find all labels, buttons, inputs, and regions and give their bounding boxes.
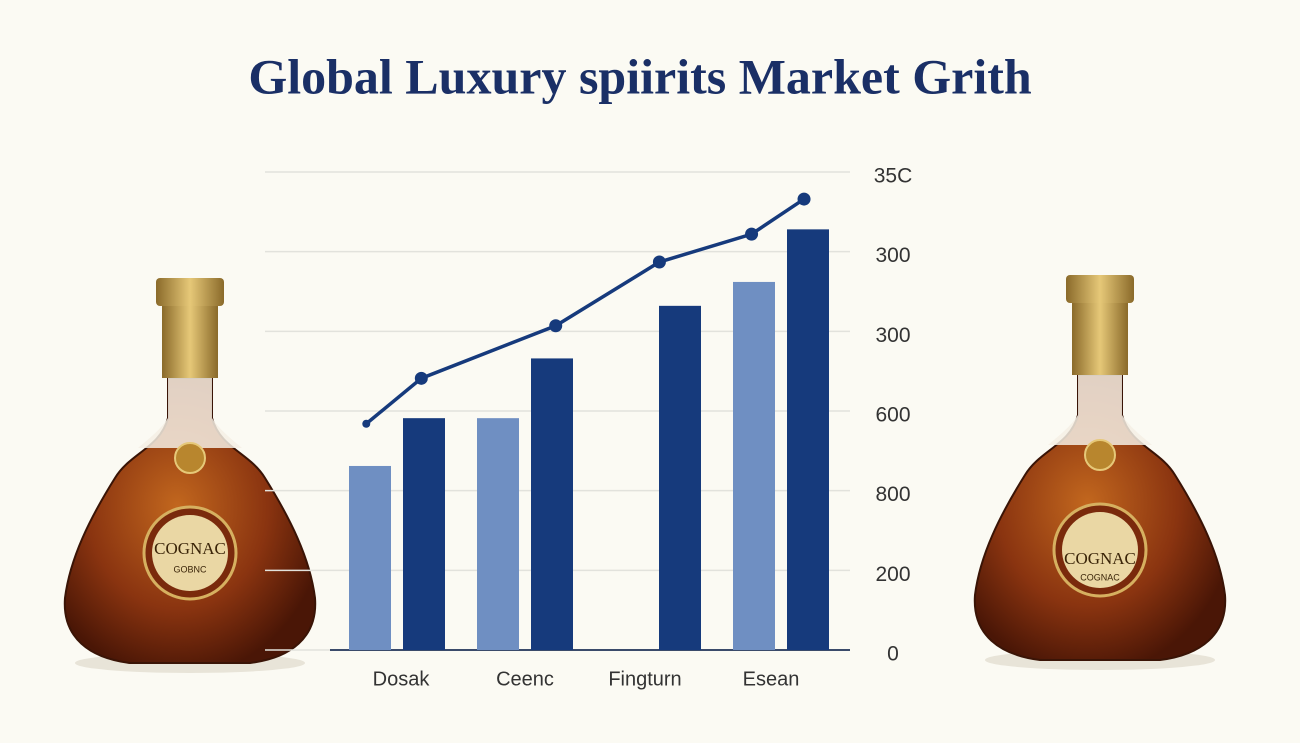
trend-point [362,419,371,428]
trend-point [652,255,666,269]
bar [477,418,519,650]
bar [403,418,445,650]
y-tick-label: 800 [875,483,910,506]
x-tick-label: Fingturn [608,668,681,690]
y-tick-label: 300 [875,324,910,347]
bottle-sublabel: GOBNC [173,564,207,574]
y-tick-label: 200 [875,563,910,586]
trend-point [797,192,811,206]
bar [531,358,573,650]
y-tick-label: 300 [875,244,910,267]
bottle-right: COGNAC COGNAC [973,273,1227,672]
trend-point [414,371,428,385]
bar [787,229,829,651]
trend-point [549,319,563,333]
bottle-sublabel: COGNAC [1080,572,1120,582]
trend-point [745,227,759,241]
bar [349,465,391,650]
bottle-label: COGNAC [1064,549,1136,568]
x-tick-label: Dosak [373,668,431,690]
chart-title: Global Luxury spiirits Market Grith [248,48,1032,104]
trend-line [365,197,806,426]
y-tick-label: 35C [874,165,913,188]
bar [733,281,775,650]
bar [659,305,701,650]
x-tick-label: Ceenc [496,668,554,690]
y-tick-label: 0 [887,643,899,666]
bottle-label: COGNAC [154,539,226,558]
y-tick-label: 600 [875,404,910,427]
bottle-left: COGNAC GOBNC [63,276,317,675]
x-tick-label: Esean [743,668,800,690]
